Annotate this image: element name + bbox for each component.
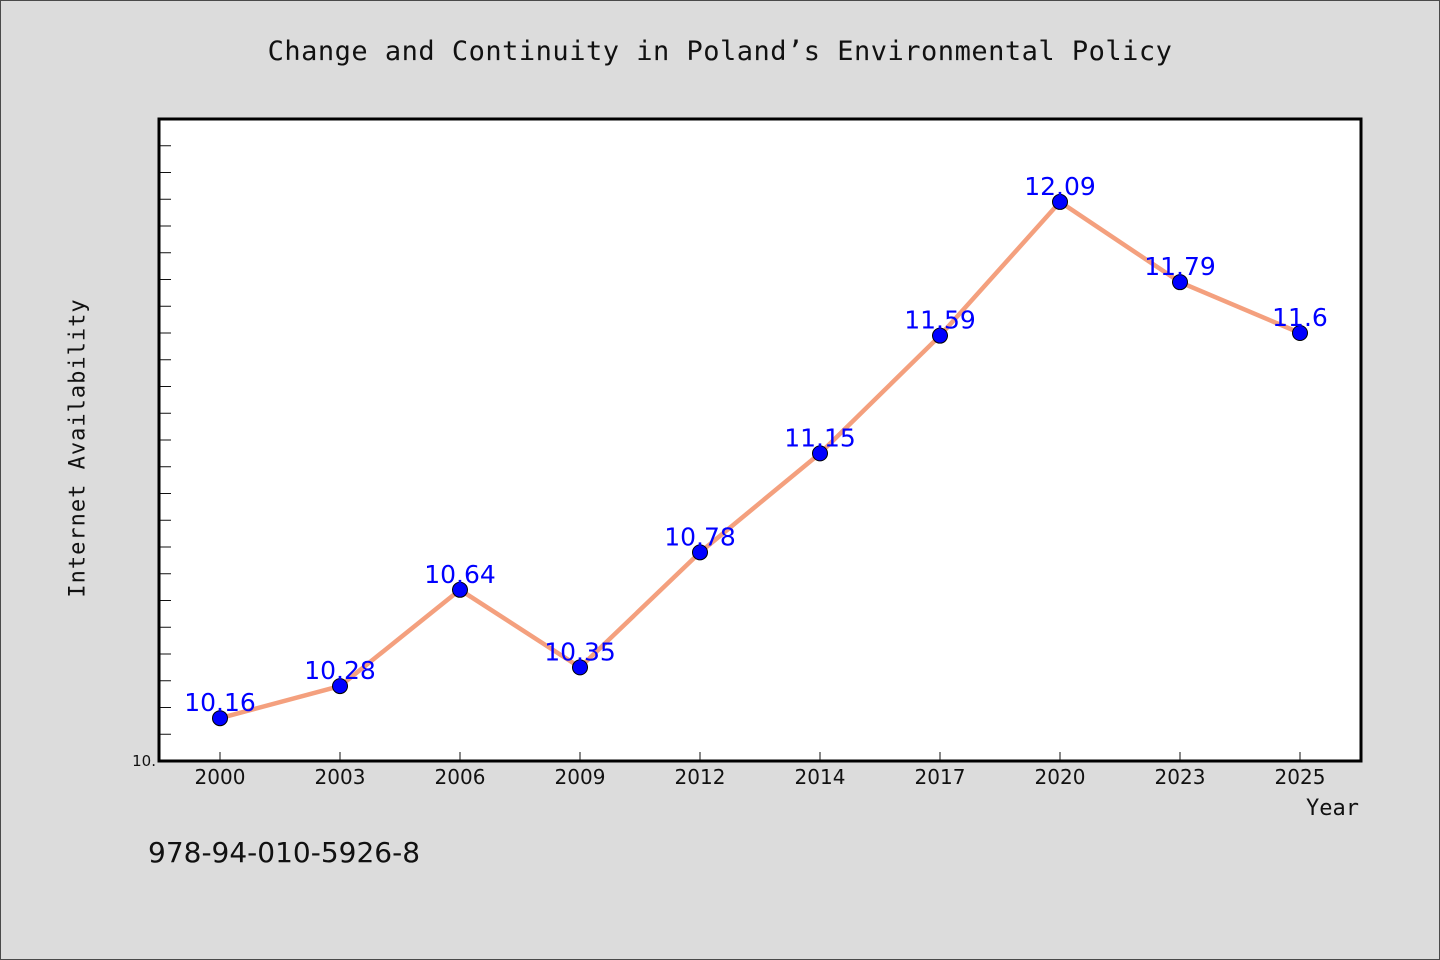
y-tick-label: 10. bbox=[132, 752, 156, 770]
data-point bbox=[932, 327, 948, 344]
data-point bbox=[572, 659, 588, 676]
x-tick-label: 2025 bbox=[1275, 765, 1326, 789]
data-point bbox=[812, 445, 828, 462]
data-point bbox=[332, 678, 348, 695]
data-label: 11.79 bbox=[1144, 252, 1216, 281]
data-point bbox=[692, 544, 708, 561]
x-tick-label: 2014 bbox=[795, 765, 846, 789]
data-label: 10.16 bbox=[184, 688, 256, 717]
x-axis-label: Year bbox=[1306, 796, 1359, 821]
plot-area bbox=[159, 119, 1361, 761]
x-tick-label: 2020 bbox=[1035, 765, 1086, 789]
x-tick-label: 2006 bbox=[435, 765, 486, 789]
plot-border bbox=[157, 117, 1363, 763]
data-point bbox=[452, 581, 468, 598]
data-point bbox=[212, 710, 228, 727]
data-label: 11.59 bbox=[904, 306, 976, 335]
data-label: 10.35 bbox=[544, 637, 616, 666]
x-tick-label: 2009 bbox=[555, 765, 606, 789]
x-tick-label: 2000 bbox=[195, 765, 246, 789]
data-point bbox=[1052, 193, 1068, 210]
x-tick-label: 2003 bbox=[315, 765, 366, 789]
data-label: 12.09 bbox=[1024, 172, 1096, 201]
data-label: 10.64 bbox=[424, 560, 496, 589]
data-label: 11.6 bbox=[1272, 303, 1328, 332]
x-tick-label: 2023 bbox=[1155, 765, 1206, 789]
x-tick-label: 2012 bbox=[675, 765, 726, 789]
series-line bbox=[217, 199, 1303, 721]
data-point bbox=[1172, 274, 1188, 291]
x-tick-label: 2017 bbox=[915, 765, 966, 789]
data-point bbox=[1292, 325, 1308, 341]
data-label: 10.78 bbox=[664, 522, 736, 551]
data-label: 10.28 bbox=[304, 656, 376, 685]
footnote-isbn: 978-94-010-5926-8 bbox=[148, 836, 421, 869]
data-label: 11.15 bbox=[784, 423, 856, 452]
chart-title: Change and Continuity in Poland’s Enviro… bbox=[267, 36, 1173, 67]
